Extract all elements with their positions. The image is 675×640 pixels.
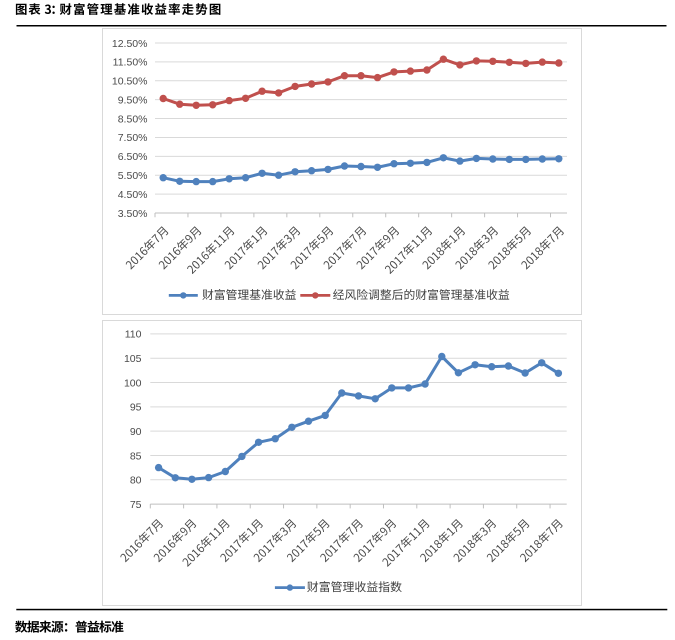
svg-text:7.50%: 7.50% xyxy=(118,132,148,144)
svg-text:4.50%: 4.50% xyxy=(118,189,148,201)
svg-text:100: 100 xyxy=(124,377,142,389)
svg-text:12.50%: 12.50% xyxy=(112,38,148,50)
svg-text:95: 95 xyxy=(130,402,142,414)
svg-text:10.50%: 10.50% xyxy=(112,76,148,88)
svg-text:105: 105 xyxy=(124,353,142,365)
svg-text:110: 110 xyxy=(125,329,142,341)
svg-text:85: 85 xyxy=(130,450,142,462)
svg-text:9.50%: 9.50% xyxy=(118,94,148,106)
svg-text:8.50%: 8.50% xyxy=(118,113,148,125)
svg-text:80: 80 xyxy=(130,475,142,487)
svg-text:11.50%: 11.50% xyxy=(113,57,148,69)
svg-text:6.50%: 6.50% xyxy=(118,151,148,163)
svg-text:5.50%: 5.50% xyxy=(118,170,148,182)
svg-text:3.50%: 3.50% xyxy=(118,208,148,220)
svg-text:90: 90 xyxy=(130,426,142,438)
svg-text:75: 75 xyxy=(130,499,142,511)
